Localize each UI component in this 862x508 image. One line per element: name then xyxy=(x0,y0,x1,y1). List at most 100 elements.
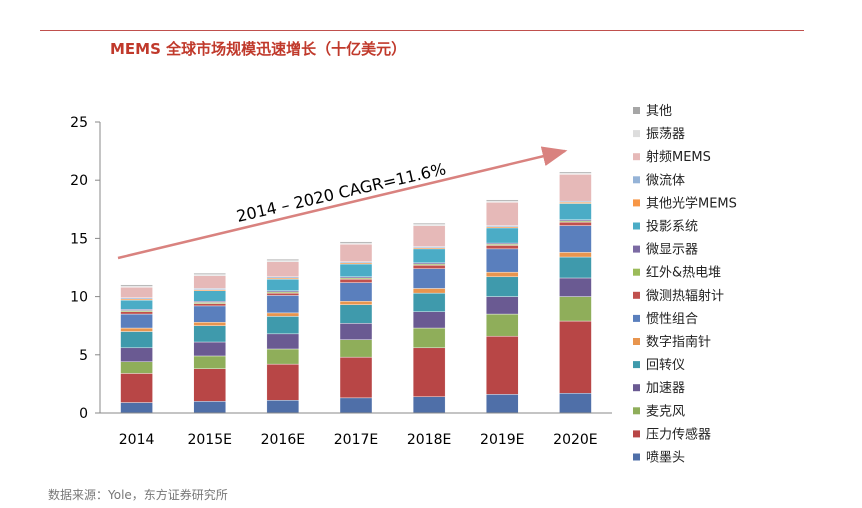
source-note: 数据来源：Yole，东方证券研究所 xyxy=(48,488,228,502)
bar-segment xyxy=(559,171,592,174)
bar-segment xyxy=(559,393,592,414)
bar-segment xyxy=(486,271,519,278)
bar-segment xyxy=(193,322,226,326)
bar-segment xyxy=(486,394,519,414)
bar-segment xyxy=(193,325,226,343)
legend-label: 微测热辐射计 xyxy=(646,288,724,304)
legend-swatch xyxy=(633,245,640,253)
legend-label: 喷墨头 xyxy=(646,451,685,466)
bar-segment xyxy=(120,299,153,310)
legend-swatch xyxy=(633,107,640,114)
bar-segment xyxy=(266,292,300,296)
bar-segment xyxy=(266,312,300,317)
x-tick-label: 2016E xyxy=(261,432,305,448)
bar-segment xyxy=(412,264,446,269)
bar-segment xyxy=(486,335,519,395)
bar-segment xyxy=(486,245,519,250)
legend-label: 红外&热电堆 xyxy=(646,265,721,281)
y-tick-label: 10 xyxy=(70,290,88,306)
bar-segment xyxy=(412,396,446,414)
bar-segment xyxy=(559,320,592,394)
bar-segment xyxy=(339,397,373,414)
legend-label: 振荡器 xyxy=(646,127,685,142)
bar-segment xyxy=(412,347,446,397)
bar-segment xyxy=(412,225,446,247)
legend-label: 麦克风 xyxy=(646,404,685,419)
bar-segment xyxy=(412,311,446,329)
x-tick-label: 2014 xyxy=(119,432,155,448)
bar-segment xyxy=(193,273,226,275)
legend-label: 其他光学MEMS xyxy=(646,195,737,211)
y-tick-label: 5 xyxy=(79,348,88,364)
legend-label: 投影系统 xyxy=(646,219,698,235)
legend-label: 微显示器 xyxy=(646,243,698,258)
bar-segment xyxy=(559,256,592,279)
legend-label: 其他 xyxy=(646,104,672,119)
legend-label: 微流体 xyxy=(646,173,685,188)
bar-segment xyxy=(559,174,592,202)
y-tick-label: 0 xyxy=(79,406,88,422)
bar-segment xyxy=(120,331,153,349)
bar-segment xyxy=(339,244,373,262)
bar-segment xyxy=(193,355,226,369)
x-tick-label: 2017E xyxy=(334,432,378,448)
legend-swatch xyxy=(633,384,640,392)
bar-segment xyxy=(193,275,226,289)
cagr-annotation: 2014 – 2020 CAGR=11.6% xyxy=(235,159,448,226)
bar-segment xyxy=(412,292,446,312)
cagr-arrow xyxy=(117,146,568,260)
bar-segment xyxy=(266,399,300,414)
bar-segment xyxy=(120,347,153,362)
bar-segment xyxy=(339,339,373,358)
bar-segment xyxy=(266,333,300,350)
legend-label: 数字指南针 xyxy=(646,334,711,350)
bar-segment xyxy=(486,296,519,315)
y-tick-label: 25 xyxy=(70,115,88,131)
bar-segment xyxy=(559,252,592,258)
bar-segment xyxy=(339,356,373,399)
bar-segment xyxy=(559,277,592,297)
bar-segment xyxy=(266,261,300,278)
bar-segment xyxy=(486,276,519,297)
y-tick-label: 20 xyxy=(70,173,88,189)
bar-segment xyxy=(339,241,373,244)
bar-segment xyxy=(120,313,153,329)
x-tick-label: 2015E xyxy=(187,432,231,448)
bar-segment xyxy=(559,203,592,220)
bar-segment xyxy=(559,225,592,253)
legend-label: 回转仪 xyxy=(646,358,685,373)
x-tick-label: 2019E xyxy=(480,432,524,448)
bar-segment xyxy=(266,363,300,401)
bar-segment xyxy=(266,278,300,291)
bar-segment xyxy=(559,221,592,226)
bar-segment xyxy=(193,305,226,323)
bar-segment xyxy=(120,284,153,287)
top-rule xyxy=(40,30,804,31)
legend-swatch xyxy=(633,430,640,438)
legend-label: 压力传感器 xyxy=(646,426,711,442)
bar-segment xyxy=(412,288,446,294)
bar-segment xyxy=(412,223,446,225)
bar-segment xyxy=(339,304,373,324)
bar-segment xyxy=(339,263,373,278)
bar-segment xyxy=(486,199,519,202)
legend-swatch xyxy=(633,314,640,322)
bar-segment xyxy=(339,323,373,340)
bar-segment xyxy=(266,295,300,314)
x-tick-label: 2018E xyxy=(407,432,451,448)
bar-segment xyxy=(339,278,373,283)
bar-segment xyxy=(486,202,519,226)
bar-segment xyxy=(193,290,226,302)
legend-swatch xyxy=(633,361,640,369)
bar-segment xyxy=(559,296,592,322)
legend-swatch xyxy=(633,407,640,415)
legend-swatch xyxy=(633,453,640,461)
bar-segment xyxy=(193,368,226,402)
bar-segment xyxy=(120,287,153,298)
legend-label: 射频MEMS xyxy=(646,149,711,165)
legend-label: 加速器 xyxy=(646,381,685,396)
y-tick-label: 15 xyxy=(70,231,88,247)
bar-segment xyxy=(486,313,519,337)
legend-swatch xyxy=(633,130,640,138)
